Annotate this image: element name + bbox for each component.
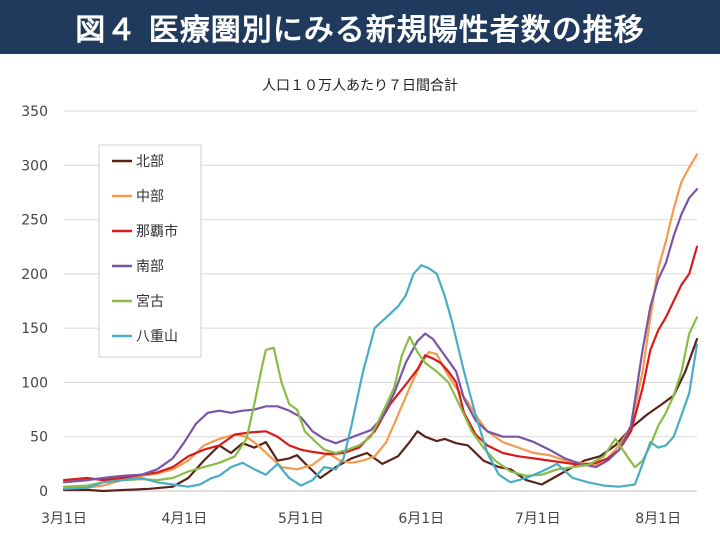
x-tick-label: 7月1日 (515, 511, 561, 527)
legend-label: 那覇市 (136, 223, 178, 240)
chart-subtitle: 人口１０万人あたり７日間合計 (262, 78, 458, 94)
y-tick-label: 200 (21, 267, 48, 283)
x-tick-label: 8月1日 (635, 511, 681, 527)
legend-label: 中部 (136, 189, 164, 205)
y-tick-label: 100 (21, 375, 48, 391)
x-tick-label: 6月1日 (398, 511, 444, 527)
legend-box (98, 144, 202, 358)
line-chart: 人口１０万人あたり７日間合計 0 50 100 150 200 250 300 350 3月1… (21, 78, 699, 527)
x-axis-ticks: 3月1日 4月1日 5月1日 6月1日 7月1日 8月1日 (41, 511, 681, 527)
x-tick-label: 5月1日 (278, 511, 324, 527)
y-tick-label: 0 (39, 484, 48, 500)
y-tick-label: 300 (21, 158, 48, 174)
y-tick-label: 150 (21, 321, 48, 337)
x-tick-label: 4月1日 (161, 511, 207, 527)
y-tick-label: 350 (21, 104, 48, 120)
series-lines (62, 153, 699, 493)
y-tick-label: 50 (30, 430, 48, 446)
y-tick-label: 250 (21, 213, 48, 229)
series-line (62, 316, 699, 488)
page-title: 図４ 医療圏別にみる新規陽性者数の推移 (0, 0, 720, 54)
legend-label: 八重山 (136, 329, 178, 345)
x-tick-label: 3月1日 (41, 511, 87, 527)
legend-label: 南部 (136, 259, 164, 275)
y-axis-ticks: 0 50 100 150 200 250 300 350 (21, 104, 48, 500)
legend-label: 北部 (136, 154, 164, 170)
legend-label: 宮古 (136, 294, 164, 310)
series-line (62, 264, 699, 490)
series-line (62, 245, 699, 482)
chart-subtitle-group: 人口１０万人あたり７日間合計 (262, 78, 458, 94)
series-line (62, 337, 699, 493)
